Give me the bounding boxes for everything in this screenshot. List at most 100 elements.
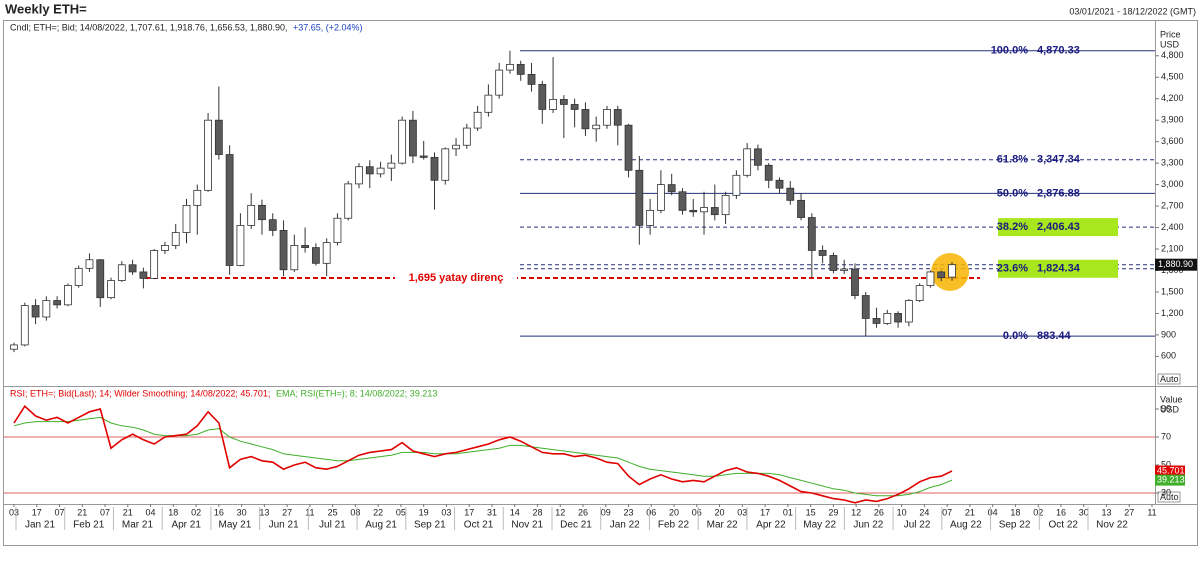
y-tick-label: 900 <box>1161 329 1176 339</box>
candle-body <box>538 84 547 110</box>
candle-body <box>635 169 644 226</box>
candle-body <box>883 313 892 324</box>
y-tick-label: 4,800 <box>1161 50 1184 60</box>
last-value-box <box>1155 465 1185 477</box>
fib-percent: 38.2% <box>997 221 1028 233</box>
candle-body <box>721 194 730 216</box>
x-day-label: 12 <box>851 507 861 517</box>
x-month-label: Aug 21 <box>365 520 397 531</box>
candle-body <box>182 204 191 233</box>
candle-body <box>333 217 342 243</box>
y-tick-label: 1,500 <box>1161 286 1184 296</box>
price-legend-change: +37.65, (+2.04%) <box>293 22 363 32</box>
x-day-label: 27 <box>282 507 292 517</box>
x-day-label: 12 <box>555 507 565 517</box>
candle-body <box>419 155 428 158</box>
chart-title: Weekly ETH= <box>5 1 87 16</box>
candle-body <box>322 242 331 264</box>
x-day-label: 21 <box>77 507 87 517</box>
y-tick-label: 3,300 <box>1161 158 1184 168</box>
x-day-label: 20 <box>669 507 679 517</box>
y-tick-label: 4,200 <box>1161 93 1184 103</box>
candle-body <box>527 73 536 85</box>
candle-body <box>204 119 212 191</box>
y-tick-label: 3,000 <box>1161 179 1184 189</box>
x-day-label: 04 <box>146 507 156 517</box>
candle-body <box>268 219 277 231</box>
x-month-label: Jul 21 <box>319 520 346 531</box>
auto-label[interactable]: Auto <box>1160 492 1179 502</box>
x-month-label: Sep 22 <box>999 520 1031 531</box>
candle-body <box>506 63 514 71</box>
candle-body <box>139 271 148 279</box>
x-day-label: 09 <box>601 507 611 517</box>
x-day-label: 18 <box>168 507 178 517</box>
candle-body <box>452 144 460 150</box>
candle-body <box>559 99 568 105</box>
x-month-label: May 21 <box>219 520 252 531</box>
candle-body <box>710 207 719 216</box>
x-day-label: 03 <box>737 507 747 517</box>
candle-body <box>171 232 180 246</box>
candle-body <box>150 250 159 279</box>
x-day-label: 02 <box>191 507 201 517</box>
candle-body <box>754 148 762 166</box>
x-day-label: 13 <box>1101 507 1111 517</box>
candle-body <box>225 154 234 266</box>
candle-body <box>53 300 62 306</box>
x-day-label: 26 <box>578 507 588 517</box>
candle-body <box>786 187 795 201</box>
candle-body <box>64 285 72 306</box>
x-month-label: Jun 21 <box>269 520 299 531</box>
candle-body <box>311 247 320 264</box>
candle-body <box>894 313 902 323</box>
last-value-box <box>1155 474 1185 486</box>
x-day-label: 21 <box>123 507 133 517</box>
auto-button[interactable] <box>1157 373 1181 385</box>
candle-body <box>462 127 471 146</box>
candle-body <box>915 285 924 301</box>
candle-body <box>473 111 482 129</box>
candle-body <box>409 119 417 157</box>
fib-percent: 0.0% <box>1003 330 1028 342</box>
x-month-label: Jul 22 <box>904 520 931 531</box>
rsi-line <box>13 404 953 504</box>
x-day-label: 08 <box>350 507 360 517</box>
candle-body <box>764 164 773 181</box>
x-day-label: 31 <box>487 507 497 517</box>
x-month-label: May 22 <box>803 520 836 531</box>
candle-body <box>570 104 579 110</box>
x-month-label: Mar 22 <box>707 520 739 531</box>
auto-label[interactable]: Auto <box>1160 374 1179 384</box>
x-month-label: Mar 21 <box>122 520 154 531</box>
candle-body <box>592 124 601 130</box>
candle-body <box>107 280 115 299</box>
x-day-label: 11 <box>305 507 314 517</box>
candle-body <box>279 230 288 271</box>
x-day-label: 16 <box>1056 507 1066 517</box>
candle-body <box>117 264 126 281</box>
x-month-label: Jan 21 <box>25 520 55 531</box>
candle-body <box>948 264 956 278</box>
x-day-label: 17 <box>760 507 770 517</box>
candle-body <box>603 109 611 126</box>
candle-body <box>214 119 223 155</box>
y-tick-label: 90 <box>1161 403 1171 413</box>
y-tick-label: 2,700 <box>1161 200 1184 210</box>
last-price-label: 1,880.90 <box>1158 259 1193 269</box>
auto-button[interactable] <box>1157 491 1181 503</box>
y-tick-label: 3,900 <box>1161 115 1184 125</box>
candle-body <box>549 99 557 110</box>
candle-body <box>624 124 633 171</box>
y-tick-label: 2,400 <box>1161 222 1184 232</box>
candle-body <box>667 184 676 193</box>
candle-body <box>441 148 450 181</box>
y-tick-label: 70 <box>1161 431 1171 441</box>
x-day-label: 07 <box>942 507 952 517</box>
candle-body <box>646 209 655 226</box>
candle-body <box>797 199 805 218</box>
candle-body <box>516 63 525 75</box>
candle-body <box>732 174 741 196</box>
resistance-label-bg <box>395 271 517 286</box>
candle-body <box>290 245 299 271</box>
